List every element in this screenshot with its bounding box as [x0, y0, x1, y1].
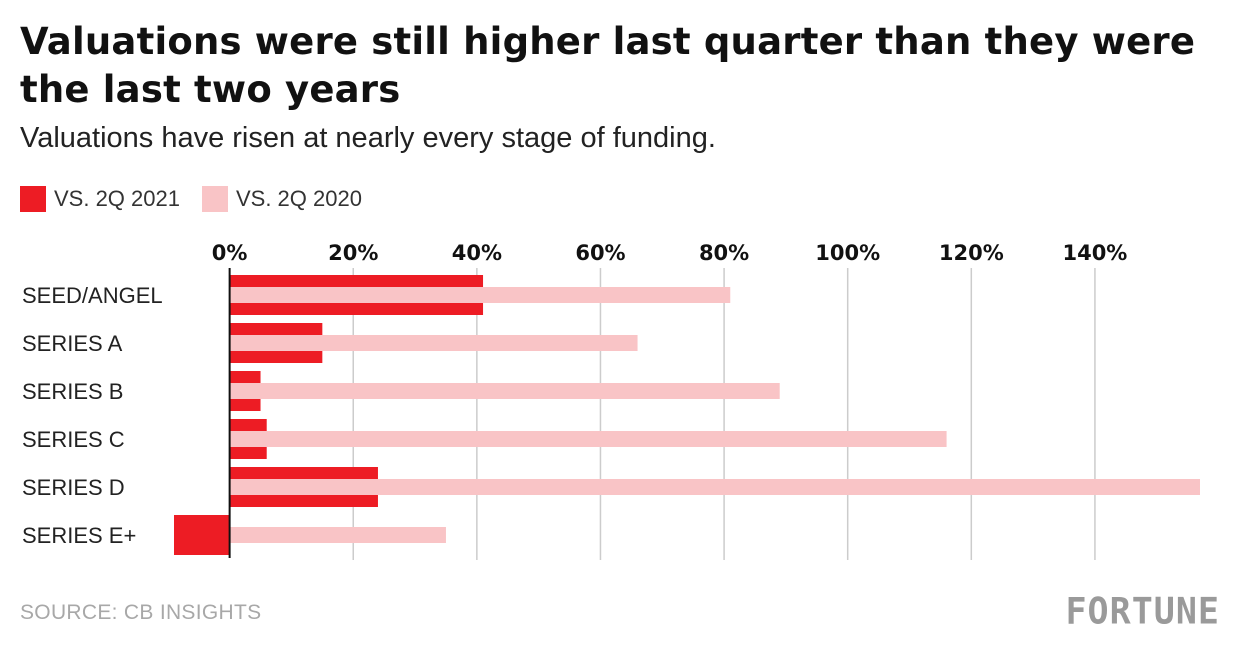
legend-label-2021: VS. 2Q 2021 [54, 186, 180, 211]
category-label: SERIES B [22, 379, 123, 404]
x-tick-label: 80% [699, 241, 749, 265]
legend: VS. 2Q 2021 VS. 2Q 2020 [20, 184, 384, 214]
category-label: SERIES E+ [22, 523, 136, 548]
bar-2021 [174, 515, 230, 555]
legend-item-2020: VS. 2Q 2020 [201, 186, 362, 212]
x-tick-label: 60% [575, 241, 625, 265]
category-label: SERIES D [22, 475, 125, 500]
source-note: SOURCE: CB INSIGHTS [20, 601, 262, 624]
bar-2020 [229, 383, 780, 399]
chart-title: Valuations were still higher last quarte… [20, 20, 1196, 111]
x-tick-label: 0% [212, 241, 248, 265]
category-label: SEED/ANGEL [22, 283, 163, 308]
x-tick-label: 140% [1062, 241, 1127, 265]
x-tick-label: 40% [452, 241, 502, 265]
bar-2020 [229, 431, 947, 447]
fortune-logo: FORTUNE [1065, 591, 1220, 633]
bar-2020 [229, 479, 1200, 495]
x-tick-label: 100% [815, 241, 880, 265]
legend-swatch-2020 [201, 186, 228, 212]
category-label: SERIES C [22, 427, 125, 452]
category-label: SERIES A [22, 331, 123, 356]
bar-2020 [229, 287, 731, 303]
legend-swatch-2021 [20, 186, 46, 212]
bar-2020 [229, 527, 446, 543]
x-tick-label: 120% [939, 241, 1004, 265]
x-tick-label: 20% [328, 241, 378, 265]
bar-2020 [229, 335, 638, 351]
chart-subtitle: Valuations have risen at nearly every st… [20, 122, 716, 154]
legend-label-2020: VS. 2Q 2020 [235, 186, 362, 211]
legend-item-2021: VS. 2Q 2021 [20, 186, 180, 212]
